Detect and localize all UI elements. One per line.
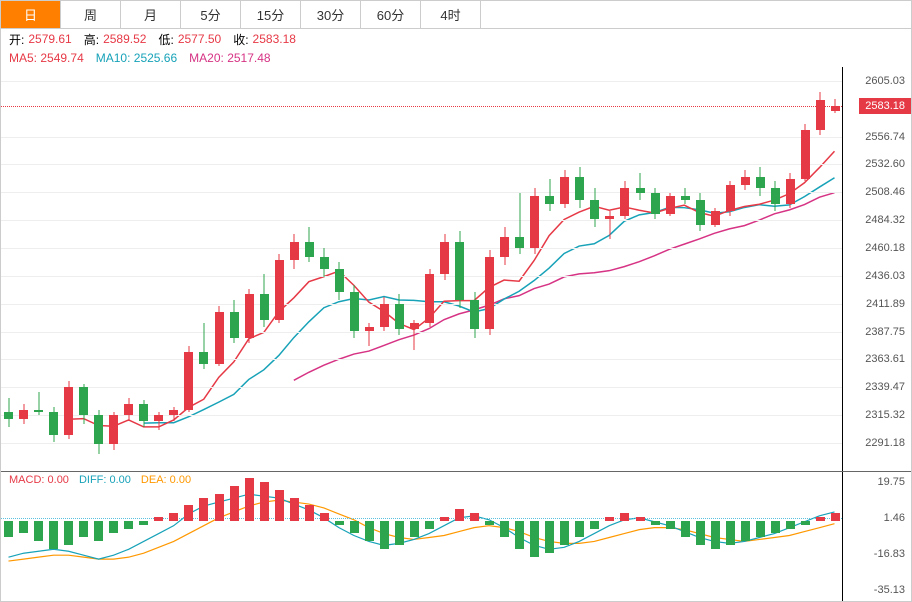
ohlc-info-bar: 开: 2579.61 高: 2589.52 低: 2577.50 收: 2583.18 — [1, 29, 911, 49]
candle[interactable] — [260, 67, 269, 457]
candle[interactable] — [711, 67, 720, 457]
candle[interactable] — [275, 67, 284, 457]
candle[interactable] — [515, 67, 524, 457]
candle[interactable] — [139, 67, 148, 457]
ma-info-bar: MA5: 2549.74 MA10: 2525.66 MA20: 2517.48 — [1, 49, 911, 67]
candle[interactable] — [831, 67, 840, 457]
candle[interactable] — [666, 67, 675, 457]
candle[interactable] — [335, 67, 344, 457]
candle[interactable] — [215, 67, 224, 457]
candle[interactable] — [726, 67, 735, 457]
candle[interactable] — [230, 67, 239, 457]
candle[interactable] — [109, 67, 118, 457]
candle[interactable] — [305, 67, 314, 457]
candlestick-chart[interactable] — [1, 67, 843, 471]
candle[interactable] — [500, 67, 509, 457]
price-y-axis: 2605.032556.742532.602508.462484.322460.… — [843, 67, 911, 471]
close-label: 收: — [233, 31, 248, 48]
dea-label: DEA: 0.00 — [141, 474, 191, 486]
candle[interactable] — [455, 67, 464, 457]
open-value: 2579.61 — [28, 32, 71, 46]
candle[interactable] — [425, 67, 434, 457]
candle[interactable] — [696, 67, 705, 457]
candle[interactable] — [199, 67, 208, 457]
macd-label: MACD: 0.00 — [9, 474, 69, 486]
candle[interactable] — [245, 67, 254, 457]
candle[interactable] — [470, 67, 479, 457]
candle[interactable] — [184, 67, 193, 457]
tab-4时[interactable]: 4时 — [421, 1, 481, 28]
candle[interactable] — [620, 67, 629, 457]
close-value: 2583.18 — [253, 32, 296, 46]
ma5-text: MA5: 2549.74 — [9, 51, 84, 65]
candle[interactable] — [560, 67, 569, 457]
low-label: 低: — [158, 31, 173, 48]
tab-周[interactable]: 周 — [61, 1, 121, 28]
candle[interactable] — [545, 67, 554, 457]
tab-60分[interactable]: 60分 — [361, 1, 421, 28]
tab-5分[interactable]: 5分 — [181, 1, 241, 28]
candle[interactable] — [816, 67, 825, 457]
candle[interactable] — [4, 67, 13, 457]
diff-label: DIFF: 0.00 — [79, 474, 131, 486]
candle[interactable] — [350, 67, 359, 457]
candle[interactable] — [530, 67, 539, 457]
macd-chart[interactable]: MACD: 0.00 DIFF: 0.00 DEA: 0.00 — [1, 472, 843, 601]
candle[interactable] — [169, 67, 178, 457]
tab-15分[interactable]: 15分 — [241, 1, 301, 28]
candle[interactable] — [320, 67, 329, 457]
candle[interactable] — [605, 67, 614, 457]
candle[interactable] — [651, 67, 660, 457]
candle[interactable] — [19, 67, 28, 457]
price-chart-area[interactable]: 2605.032556.742532.602508.462484.322460.… — [1, 67, 911, 471]
candle[interactable] — [395, 67, 404, 457]
low-value: 2577.50 — [178, 32, 221, 46]
ma20-text: MA20: 2517.48 — [189, 51, 270, 65]
candle[interactable] — [365, 67, 374, 457]
candle[interactable] — [154, 67, 163, 457]
high-label: 高: — [84, 31, 99, 48]
candle[interactable] — [49, 67, 58, 457]
high-value: 2589.52 — [103, 32, 146, 46]
candle[interactable] — [771, 67, 780, 457]
tab-30分[interactable]: 30分 — [301, 1, 361, 28]
candle[interactable] — [440, 67, 449, 457]
candle[interactable] — [94, 67, 103, 457]
tab-日[interactable]: 日 — [1, 1, 61, 28]
timeframe-tabs: 日周月5分15分30分60分4时 — [1, 1, 911, 29]
macd-y-axis: 19.751.46-16.83-35.13 — [843, 472, 911, 601]
candle[interactable] — [380, 67, 389, 457]
candle[interactable] — [636, 67, 645, 457]
candle[interactable] — [786, 67, 795, 457]
candle[interactable] — [410, 67, 419, 457]
ma10-text: MA10: 2525.66 — [96, 51, 177, 65]
chart-container: 日周月5分15分30分60分4时 开: 2579.61 高: 2589.52 低: 2… — [0, 0, 912, 602]
candle[interactable] — [590, 67, 599, 457]
candle[interactable] — [756, 67, 765, 457]
candle[interactable] — [485, 67, 494, 457]
open-label: 开: — [9, 31, 24, 48]
candle[interactable] — [64, 67, 73, 457]
candle[interactable] — [290, 67, 299, 457]
candle[interactable] — [79, 67, 88, 457]
candle[interactable] — [34, 67, 43, 457]
candle[interactable] — [681, 67, 690, 457]
tab-月[interactable]: 月 — [121, 1, 181, 28]
candle[interactable] — [801, 67, 810, 457]
macd-panel[interactable]: MACD: 0.00 DIFF: 0.00 DEA: 0.00 19.751.4… — [1, 471, 911, 601]
candle[interactable] — [741, 67, 750, 457]
candle[interactable] — [575, 67, 584, 457]
macd-header: MACD: 0.00 DIFF: 0.00 DEA: 0.00 — [9, 474, 191, 486]
candle[interactable] — [124, 67, 133, 457]
